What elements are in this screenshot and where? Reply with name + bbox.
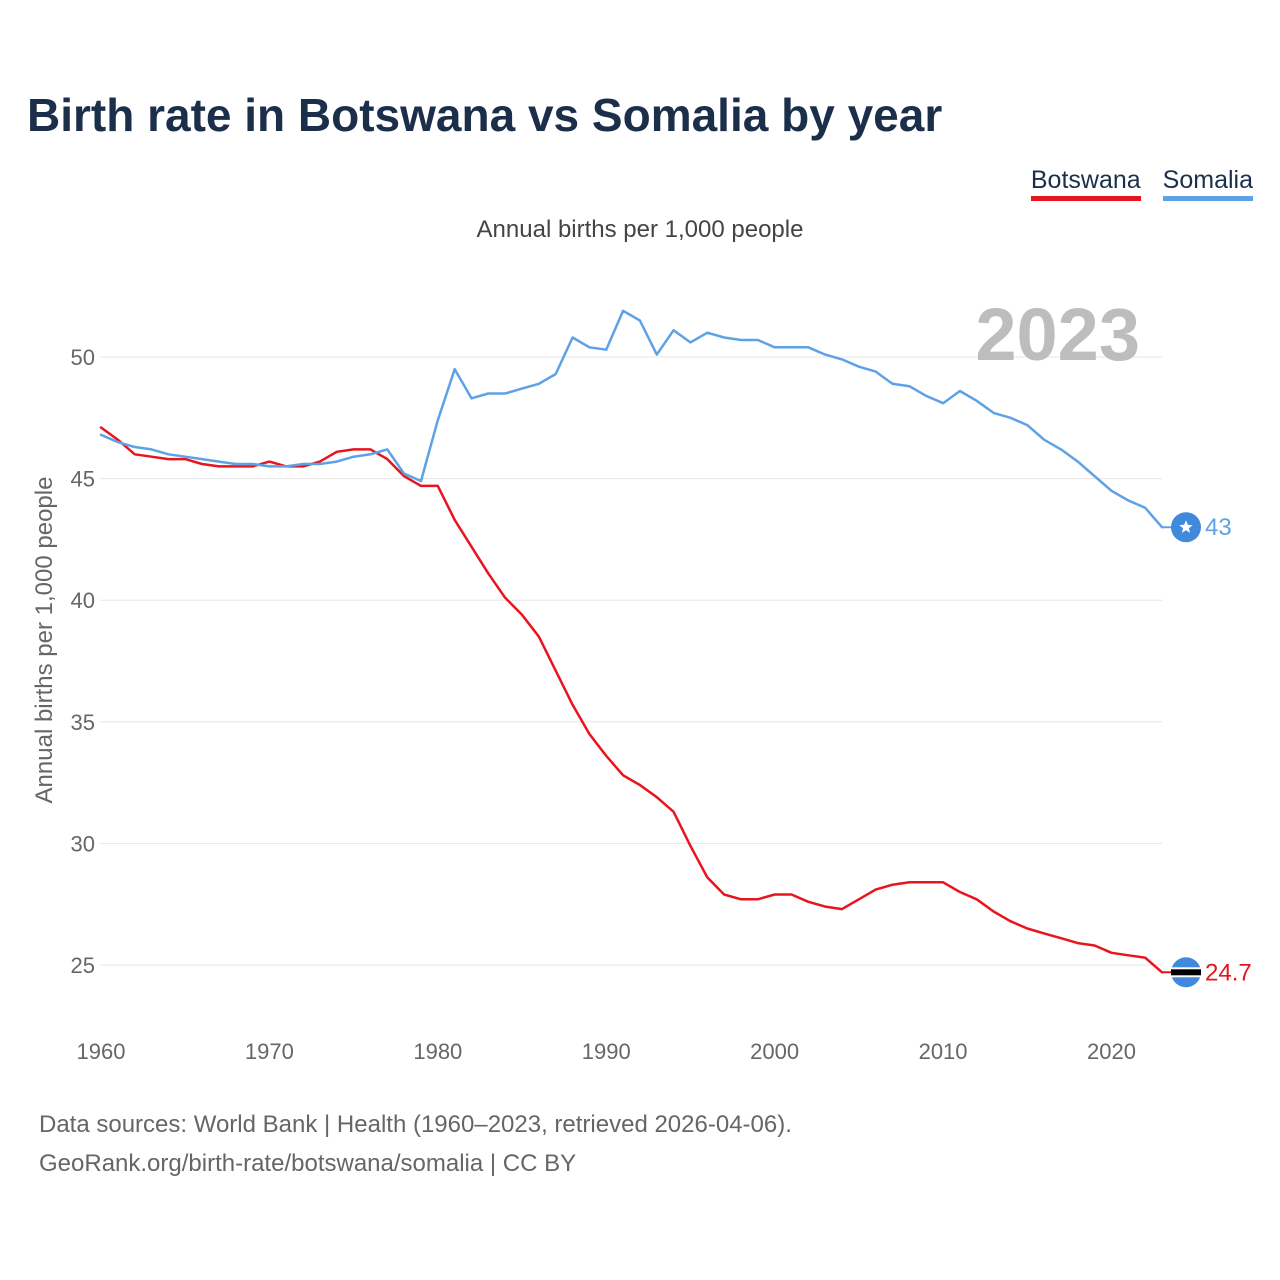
series-line-somalia <box>99 309 1164 529</box>
x-tick-label: 2010 <box>919 1039 968 1064</box>
x-tick-label: 1990 <box>582 1039 631 1064</box>
y-tick-label: 25 <box>71 953 95 978</box>
y-tick-label: 35 <box>71 710 95 735</box>
x-tick-label: 2020 <box>1087 1039 1136 1064</box>
y-tick-label: 40 <box>71 588 95 613</box>
x-axis-ticks: 1960 1970 1980 1990 2000 2010 2020 <box>77 1039 1136 1064</box>
legend-item-somalia[interactable]: Somalia <box>1162 166 1253 201</box>
x-tick-label: 1980 <box>413 1039 462 1064</box>
y-tick-label: 50 <box>71 345 95 370</box>
legend-item-botswana[interactable]: Botswana <box>1030 166 1141 201</box>
chart-title: Birth rate in Botswana vs Somalia by yea… <box>27 89 943 141</box>
gridlines <box>100 356 1162 966</box>
y-axis-ticks: 25 30 35 40 45 50 <box>71 345 95 978</box>
end-label-somalia: 43 <box>1205 514 1232 541</box>
series-line-botswana <box>99 426 1164 974</box>
end-label-botswana: 24.7 <box>1205 959 1252 986</box>
end-markers: 24.7 43 <box>1162 512 1252 988</box>
footer-sources: Data sources: World Bank | Health (1960–… <box>39 1111 792 1138</box>
x-tick-label: 1970 <box>245 1039 294 1064</box>
x-tick-label: 2000 <box>750 1039 799 1064</box>
y-tick-label: 30 <box>71 831 95 856</box>
y-axis-title: Annual births per 1,000 people <box>31 477 58 804</box>
flag-botswana-icon <box>1171 957 1201 988</box>
legend: Botswana Somalia <box>1030 166 1253 201</box>
footer: Data sources: World Bank | Health (1960–… <box>39 1105 792 1183</box>
year-watermark: 2023 <box>975 293 1140 376</box>
x-tick-label: 1960 <box>77 1039 126 1064</box>
chart-subtitle: Annual births per 1,000 people <box>476 216 804 243</box>
footer-link[interactable]: GeoRank.org/birth-rate/botswana/somalia … <box>39 1150 577 1177</box>
series-lines <box>99 309 1164 974</box>
flag-somalia-icon <box>1171 512 1201 543</box>
y-tick-label: 45 <box>71 467 95 492</box>
